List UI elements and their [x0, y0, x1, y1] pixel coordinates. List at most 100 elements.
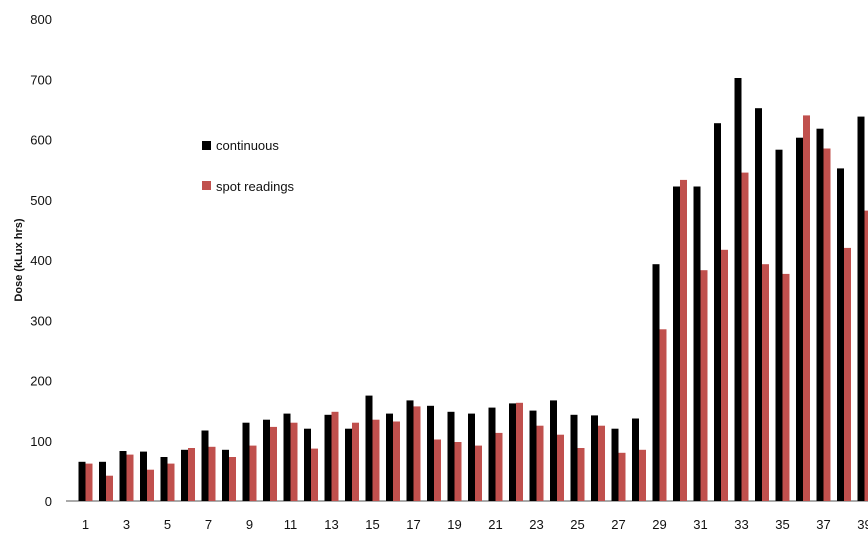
bar-continuous — [550, 400, 557, 501]
x-tick-label: 7 — [205, 517, 212, 532]
bar-spot-readings — [372, 419, 380, 501]
x-tick-label: 29 — [652, 517, 666, 532]
bar-continuous — [509, 403, 516, 501]
y-tick-label: 300 — [30, 313, 52, 328]
bar-spot-readings — [147, 469, 154, 501]
legend: continuous spot readings — [202, 138, 295, 194]
bar-spot-readings — [290, 422, 298, 501]
bar-continuous — [283, 413, 291, 501]
bar-spot-readings — [167, 463, 175, 501]
x-axis-ticks: 13579111315171921232527293133353739 — [82, 517, 868, 532]
bar-spot-readings — [208, 446, 216, 501]
bar-spot-readings — [598, 425, 605, 501]
bar-spot-readings — [106, 475, 113, 501]
y-tick-label: 800 — [30, 12, 52, 27]
bar-spot-readings — [352, 422, 359, 501]
bar-continuous — [796, 137, 803, 501]
x-tick-label: 33 — [734, 517, 748, 532]
bar-spot-readings — [618, 452, 626, 501]
bar-continuous — [652, 264, 660, 501]
bar-continuous — [529, 410, 537, 501]
bar-continuous — [611, 428, 619, 501]
bar-spot-readings — [844, 247, 851, 501]
legend-label-continuous: continuous — [216, 138, 279, 153]
bar-continuous — [570, 414, 578, 501]
bar-spot-readings — [823, 148, 831, 501]
legend-swatch-continuous — [202, 141, 211, 150]
bar-continuous — [304, 428, 311, 501]
bar-spot-readings — [85, 463, 93, 501]
bar-continuous — [632, 418, 639, 501]
x-tick-label: 35 — [775, 517, 789, 532]
x-tick-label: 37 — [816, 517, 830, 532]
y-tick-label: 100 — [30, 434, 52, 449]
y-axis-label: Dose (kLux hrs) — [13, 218, 25, 301]
bar-spot-readings — [249, 445, 257, 501]
bar-continuous — [755, 108, 762, 501]
bar-continuous — [591, 415, 598, 501]
bar-spot-readings — [803, 115, 810, 502]
bar-continuous — [693, 186, 701, 501]
x-tick-label: 17 — [406, 517, 420, 532]
bar-continuous — [427, 405, 434, 501]
bar-spot-readings — [270, 426, 277, 501]
bar-continuous — [488, 407, 496, 501]
x-tick-label: 23 — [529, 517, 543, 532]
bar-spot-readings — [126, 454, 134, 501]
x-tick-label: 19 — [447, 517, 461, 532]
x-tick-label: 21 — [488, 517, 502, 532]
y-tick-label: 500 — [30, 193, 52, 208]
bar-continuous — [406, 400, 414, 501]
x-tick-label: 5 — [164, 517, 171, 532]
x-tick-label: 15 — [365, 517, 379, 532]
legend-label-spot-readings: spot readings — [216, 179, 295, 194]
bar-continuous — [222, 449, 229, 501]
x-tick-label: 1 — [82, 517, 89, 532]
bar-continuous — [78, 461, 86, 501]
legend-swatch-spot-readings — [202, 181, 211, 190]
bar-continuous — [365, 395, 373, 501]
bar-continuous — [201, 430, 209, 501]
bar-spot-readings — [741, 172, 749, 501]
bar-continuous — [99, 461, 106, 501]
bar-spot-readings — [229, 457, 236, 501]
bar-spot-readings — [762, 264, 769, 501]
x-tick-label: 27 — [611, 517, 625, 532]
bar-spot-readings — [680, 179, 687, 501]
y-axis-ticks: 0 100 200 300 400 500 600 700 800 — [30, 12, 52, 509]
bar-spot-readings — [454, 442, 462, 501]
bar-spot-readings — [495, 432, 503, 501]
y-tick-label: 600 — [30, 133, 52, 148]
bar-continuous — [160, 457, 168, 501]
bar-continuous — [714, 123, 721, 501]
x-tick-label: 3 — [123, 517, 130, 532]
y-tick-label: 400 — [30, 253, 52, 268]
x-tick-label: 13 — [324, 517, 338, 532]
bar-spot-readings — [639, 449, 646, 501]
bar-continuous — [386, 413, 393, 501]
bar-continuous — [181, 449, 188, 501]
x-tick-label: 11 — [284, 517, 298, 532]
bar-continuous — [775, 149, 783, 501]
bar-continuous — [345, 428, 352, 501]
bar-continuous — [816, 128, 824, 501]
x-tick-label: 25 — [570, 517, 584, 532]
bar-continuous — [263, 419, 270, 501]
bar-continuous — [468, 413, 475, 501]
bar-spot-readings — [700, 270, 708, 501]
bar-spot-readings — [577, 448, 585, 501]
bar-spot-readings — [188, 448, 195, 501]
bar-spot-readings — [393, 421, 400, 501]
bar-continuous — [837, 168, 844, 501]
x-tick-label: 9 — [246, 517, 253, 532]
y-tick-label: 700 — [30, 72, 52, 87]
bar-spot-readings — [721, 249, 728, 501]
bar-continuous — [673, 186, 680, 501]
bar-continuous — [119, 451, 127, 501]
bar-spot-readings — [557, 434, 564, 501]
bar-spot-readings — [434, 439, 441, 501]
bars-group — [78, 78, 868, 502]
bar-spot-readings — [413, 406, 421, 501]
x-tick-label: 31 — [693, 517, 707, 532]
